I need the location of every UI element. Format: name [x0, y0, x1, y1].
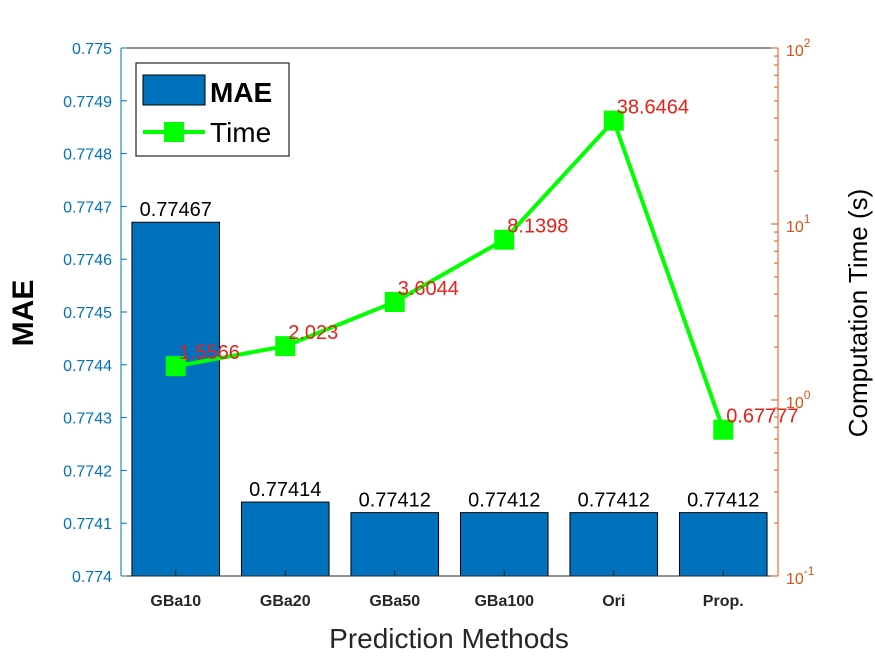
left-tick-label: 0.7743	[63, 411, 112, 428]
left-tick-label: 0.7747	[63, 199, 112, 216]
time-marker-GBa50	[384, 291, 405, 312]
left-tick-label: 0.7745	[63, 305, 112, 322]
left-tick-label: 0.7742	[63, 463, 112, 480]
legend-swatch-mae	[142, 74, 206, 106]
left-tick-label: 0.7748	[63, 147, 112, 164]
x-tick-label: GBa100	[474, 593, 534, 610]
x-tick-label: Ori	[602, 593, 625, 610]
left-tick-label: 0.774	[72, 569, 112, 586]
bar-GBa50	[350, 512, 440, 577]
x-axis-title: Prediction Methods	[329, 623, 569, 654]
x-tick-label: GBa20	[260, 593, 311, 610]
legend-label-time: Time	[210, 117, 271, 148]
time-value-label: 1.5566	[179, 342, 240, 364]
right-axis-title: Computation Time (s)	[843, 189, 873, 438]
bar-value-label: 0.77412	[468, 490, 540, 512]
x-tick-label: GBa10	[150, 593, 201, 610]
bar-GBa100	[459, 512, 549, 577]
left-tick-label: 0.7746	[63, 252, 112, 269]
left-tick-label: 0.775	[72, 41, 112, 58]
legend: MAE Time	[135, 62, 290, 157]
time-marker-GBa10	[165, 356, 186, 377]
bar-Ori	[569, 512, 659, 577]
x-tick-label: Prop.	[703, 593, 744, 610]
bar-value-label: 0.77412	[687, 490, 759, 512]
axes: 0.774 0.7741 0.7742 0.7743 0.7744 0.7745 0.774…	[63, 36, 815, 610]
time-series-line	[175, 116, 726, 431]
time-value-label: 0.67777	[726, 406, 798, 428]
bar-value-label: 0.77412	[578, 490, 650, 512]
right-tick-label: 10-1	[786, 564, 815, 588]
left-axis-title: MAE	[7, 280, 40, 347]
right-tick-label: 101	[786, 212, 811, 236]
bar-GBa20	[240, 501, 330, 577]
bar-Prop.	[678, 512, 768, 577]
right-tick-label: 102	[786, 36, 811, 60]
bar-value-label: 0.77414	[249, 479, 321, 501]
time-marker-Prop.	[713, 419, 734, 440]
left-tick-label: 0.7741	[63, 516, 112, 533]
time-marker-GBa20	[275, 336, 296, 357]
x-tick-label: GBa50	[369, 593, 420, 610]
mae-bars	[131, 221, 768, 577]
legend-label-mae: MAE	[210, 77, 272, 108]
bar-GBa10	[131, 221, 221, 577]
legend-marker-time	[164, 122, 184, 142]
time-value-label: 2.023	[288, 322, 338, 344]
time-value-label: 38.6464	[617, 97, 689, 119]
bar-value-label: 0.77412	[359, 490, 431, 512]
time-line	[165, 110, 734, 440]
time-marker-Ori	[603, 110, 624, 131]
left-tick-label: 0.7749	[63, 94, 112, 111]
time-value-label: 3.6044	[398, 278, 459, 300]
time-marker-GBa100	[494, 229, 515, 250]
bar-value-label: 0.77467	[140, 199, 212, 221]
right-tick-label: 100	[786, 388, 811, 412]
left-tick-label: 0.7744	[63, 358, 112, 375]
time-value-label: 8.1398	[507, 216, 568, 238]
data-labels: 0.77467 0.77414 0.77412 0.77412 0.77412 0.774…	[140, 97, 799, 512]
